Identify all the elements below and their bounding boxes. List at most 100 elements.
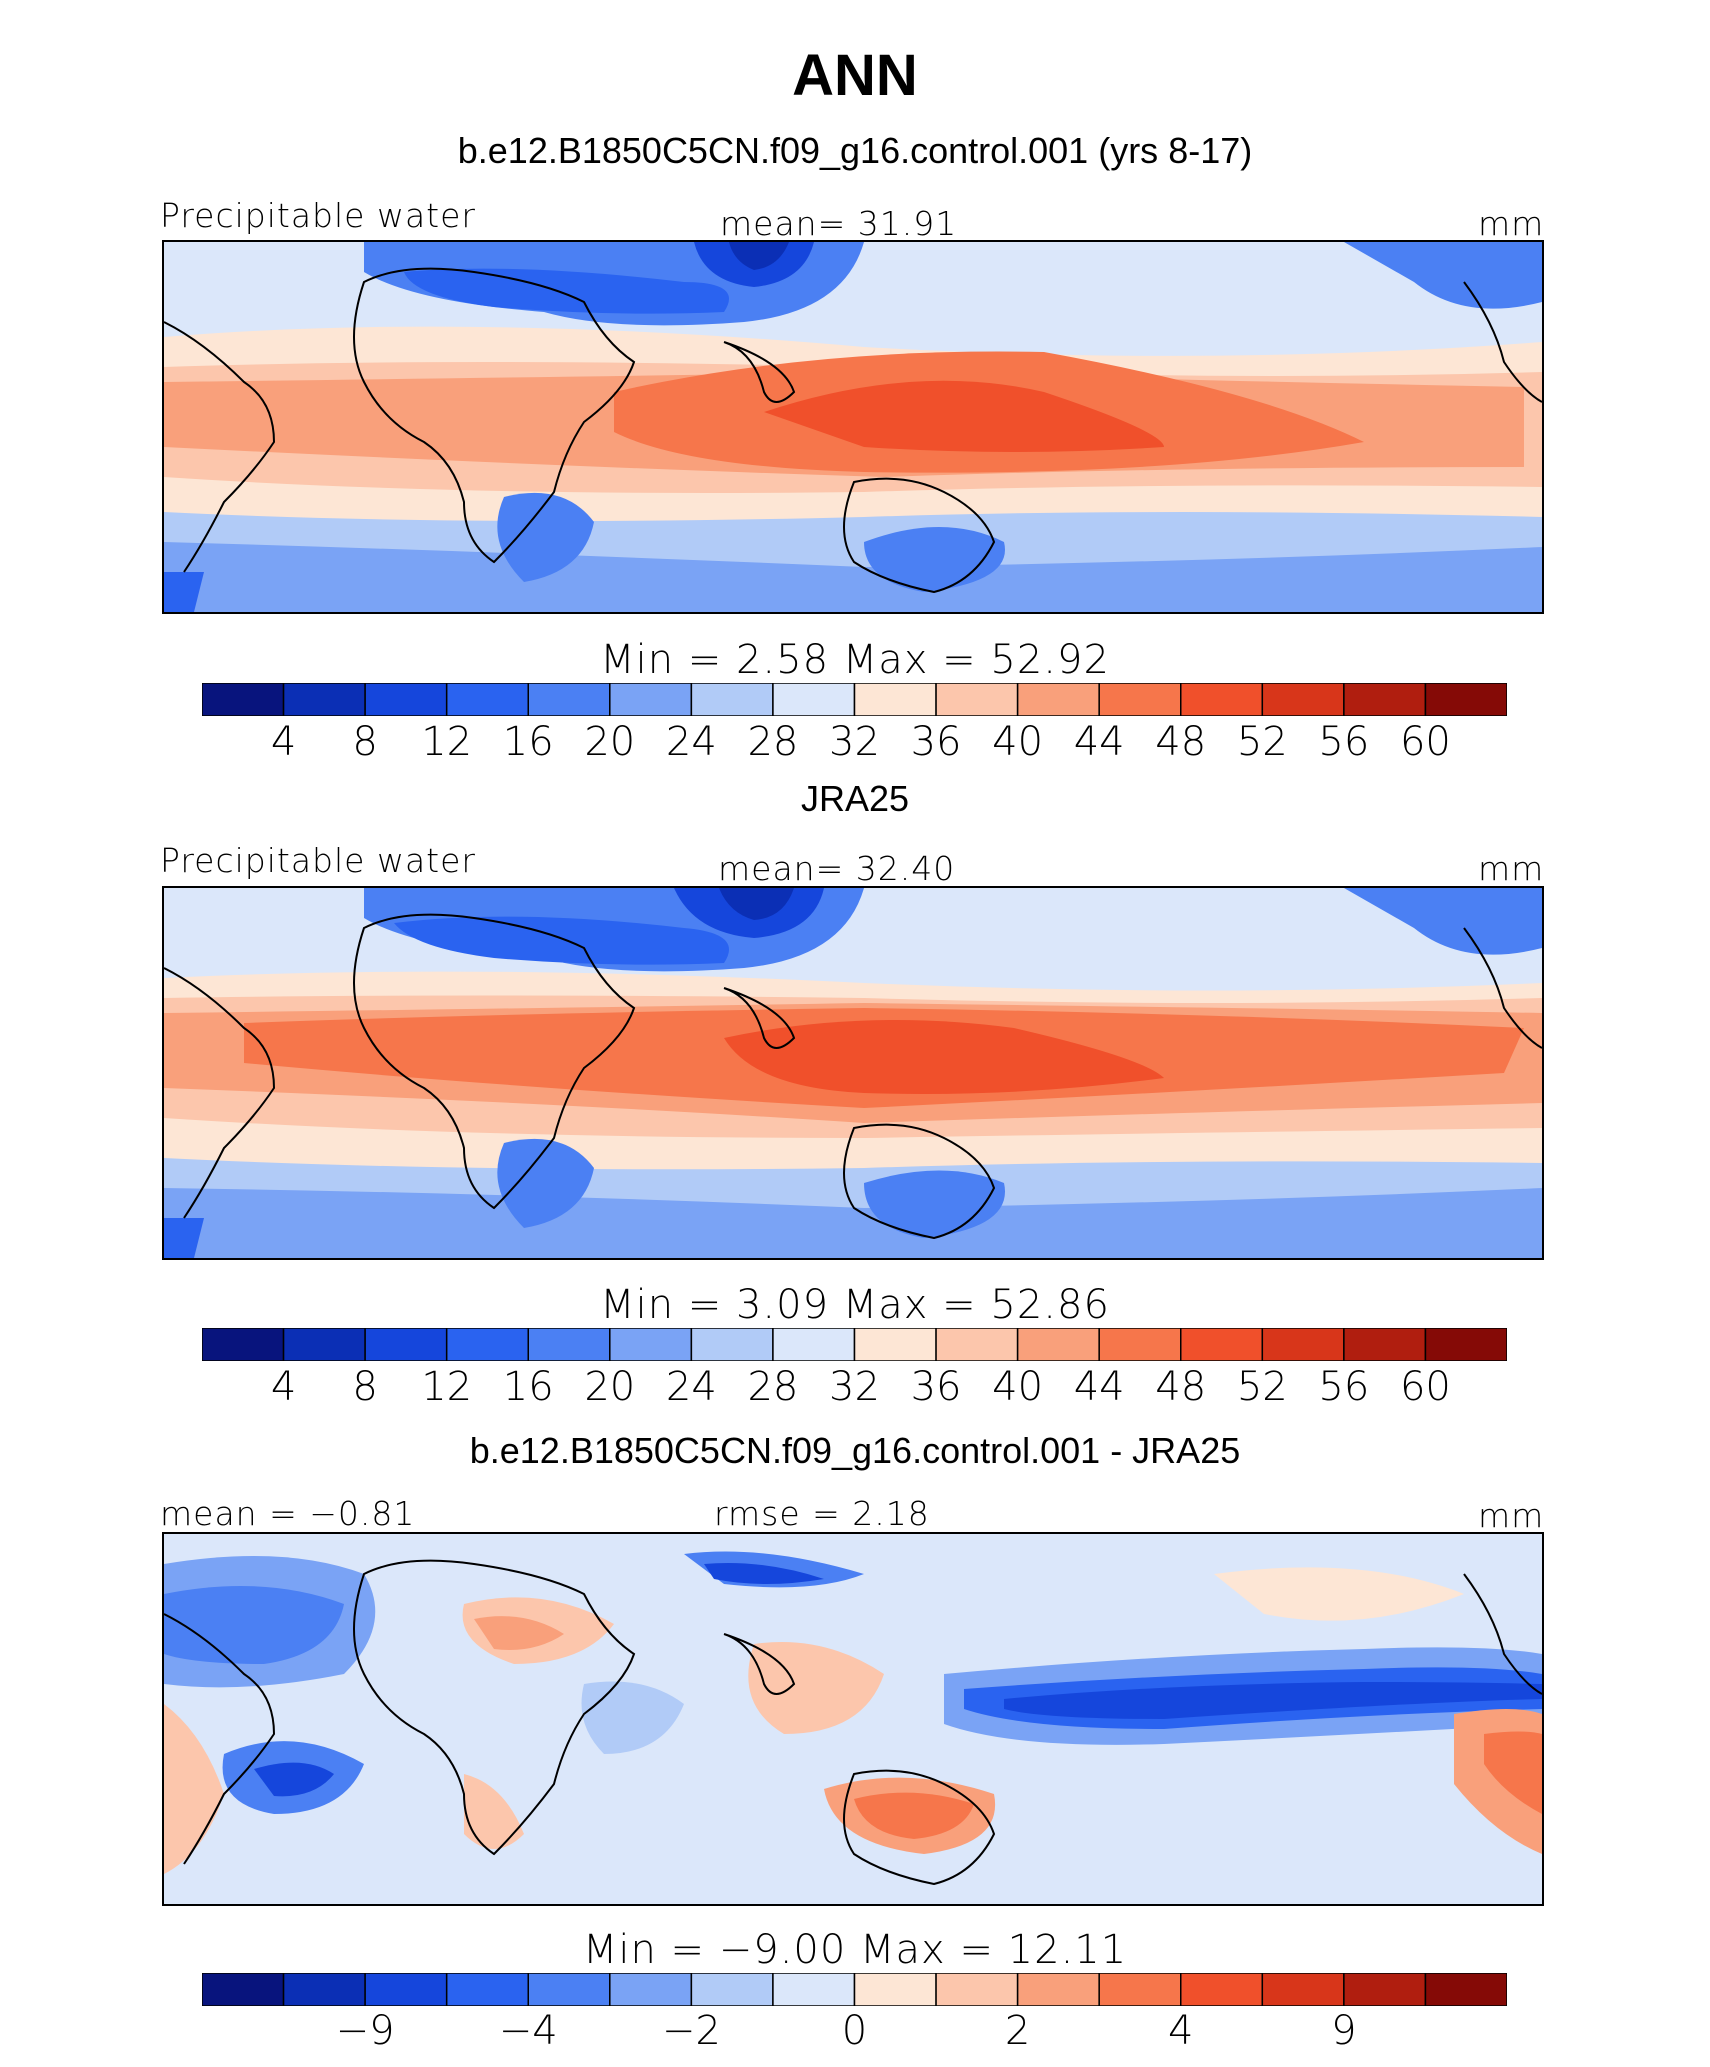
- colorbar-tick-label: 9: [1331, 2008, 1357, 2054]
- panel-3-units-label: mm: [1478, 1496, 1545, 1535]
- colorbar-swatch: [1016, 1973, 1100, 2006]
- colorbar-swatch: [690, 1973, 774, 2006]
- colorbar-tick-label: 4: [1168, 2008, 1194, 2054]
- colorbar-tick-label: 2: [1004, 2008, 1031, 2054]
- panel-3-rmse-label: rmse = 2.18: [714, 1494, 930, 1533]
- panel-1-minmax: Min = 2.58 Max = 52.92: [600, 637, 1110, 683]
- colorbar-tick-label: 20: [584, 1364, 636, 1410]
- panel-2-contour-field: [164, 888, 1542, 1258]
- colorbar-swatch: [772, 1328, 856, 1361]
- colorbar-swatch: [202, 1973, 285, 2006]
- panel-2-left-label: Precipitable water: [160, 841, 476, 880]
- colorbar-swatch: [1098, 1973, 1182, 2006]
- colorbar-swatch: [1180, 1973, 1264, 2006]
- panel-2-units-label: mm: [1478, 849, 1545, 888]
- colorbar-swatch: [1343, 1328, 1427, 1361]
- colorbar-tick-label: 52: [1236, 719, 1288, 765]
- colorbar-tick-label: −9: [335, 2008, 395, 2054]
- panel-1-contour-field: [164, 242, 1542, 612]
- panel-2-map: [162, 886, 1544, 1260]
- colorbar-swatch: [1261, 1328, 1345, 1361]
- panel-3-minmax: Min = −9.00 Max = 12.11: [582, 1927, 1128, 1973]
- colorbar-tick-label: 28: [747, 719, 799, 765]
- colorbar-swatch: [202, 1328, 285, 1361]
- colorbar-swatch: [1016, 683, 1100, 716]
- panel-1-colorbar-ticks: 4 8 12 16 20 24 28 32 36 40 44 48 52 56 60: [202, 719, 1507, 767]
- colorbar-swatch: [690, 683, 774, 716]
- panel-1-left-label: Precipitable water: [160, 196, 476, 235]
- colorbar-swatch: [853, 683, 937, 716]
- colorbar-tick-label: 36: [910, 1364, 962, 1410]
- colorbar-swatch: [1343, 1973, 1427, 2006]
- colorbar-tick-label: 4: [270, 1364, 297, 1410]
- panel-3-title: b.e12.B1850C5CN.f09_g16.control.001 - JR…: [469, 1430, 1241, 1471]
- colorbar-swatch: [1180, 1328, 1264, 1361]
- colorbar-tick-label: 16: [502, 719, 554, 765]
- colorbar-swatch: [445, 683, 529, 716]
- panel-1-colorbar: [202, 683, 1507, 716]
- colorbar-swatch: [1098, 1328, 1182, 1361]
- colorbar-tick-label: 20: [584, 719, 636, 765]
- colorbar-swatch: [364, 683, 448, 716]
- colorbar-tick-label: 0: [841, 2008, 868, 2054]
- panel-2-title: JRA25: [800, 778, 910, 819]
- colorbar-swatch: [609, 683, 693, 716]
- colorbar-tick-label: 56: [1318, 1364, 1370, 1410]
- panel-3-contour-field: [164, 1534, 1542, 1904]
- colorbar-swatch: [853, 1973, 937, 2006]
- colorbar-swatch: [1261, 1973, 1345, 2006]
- panel-1-title: b.e12.B1850C5CN.f09_g16.control.001 (yrs…: [457, 130, 1253, 171]
- colorbar-swatch: [445, 1973, 529, 2006]
- colorbar-tick-label: 44: [1073, 719, 1125, 765]
- colorbar-swatch: [527, 683, 611, 716]
- colorbar-swatch: [282, 1973, 366, 2006]
- colorbar-swatch: [1180, 683, 1264, 716]
- colorbar-tick-label: 52: [1236, 1364, 1288, 1410]
- colorbar-tick-label: −2: [661, 2008, 721, 2054]
- colorbar-swatch: [282, 1328, 366, 1361]
- colorbar-tick-label: 24: [665, 719, 717, 765]
- colorbar-swatch: [772, 683, 856, 716]
- colorbar-tick-label: 32: [829, 1364, 880, 1410]
- figure-title: ANN: [792, 43, 918, 108]
- colorbar-tick-label: 12: [421, 719, 473, 765]
- panel-2-colorbar-ticks: 4 8 12 16 20 24 28 32 36 40 44 48 52 56 60: [202, 1364, 1507, 1412]
- colorbar-tick-label: 16: [502, 1364, 554, 1410]
- colorbar-swatch: [364, 1973, 448, 2006]
- colorbar-swatch: [1261, 683, 1345, 716]
- panel-3-colorbar: [202, 1973, 1507, 2006]
- colorbar-swatch: [690, 1328, 774, 1361]
- colorbar-tick-label: 60: [1399, 1364, 1451, 1410]
- colorbar-swatch: [527, 1973, 611, 2006]
- colorbar-tick-label: 44: [1073, 1364, 1125, 1410]
- colorbar-tick-label: 8: [352, 719, 378, 765]
- colorbar-swatch: [282, 683, 366, 716]
- colorbar-swatch: [935, 1328, 1019, 1361]
- colorbar-swatch: [202, 683, 285, 716]
- colorbar-tick-label: 24: [665, 1364, 717, 1410]
- colorbar-tick-label: 56: [1318, 719, 1370, 765]
- colorbar-swatch: [1098, 683, 1182, 716]
- colorbar-swatch: [935, 1973, 1019, 2006]
- colorbar-swatch: [1016, 1328, 1100, 1361]
- colorbar-tick-label: 8: [352, 1364, 378, 1410]
- colorbar-swatch: [935, 683, 1019, 716]
- colorbar-tick-label: 28: [747, 1364, 799, 1410]
- colorbar-swatch: [609, 1973, 693, 2006]
- colorbar-tick-label: 48: [1155, 1364, 1207, 1410]
- colorbar-swatch: [609, 1328, 693, 1361]
- panel-3-colorbar-ticks: −9 −4 −2 0 2 4 9: [202, 2008, 1507, 2056]
- colorbar-swatch: [527, 1328, 611, 1361]
- colorbar-swatch: [1424, 1973, 1507, 2006]
- panel-2-colorbar: [202, 1328, 1507, 1361]
- panel-3-mean-label: mean = −0.81: [160, 1494, 416, 1533]
- colorbar-tick-label: −4: [498, 2008, 558, 2054]
- colorbar-tick-label: 12: [421, 1364, 473, 1410]
- colorbar-tick-label: 40: [992, 1364, 1044, 1410]
- panel-2-mean-label: mean= 32.40: [718, 849, 956, 888]
- panel-2-minmax: Min = 3.09 Max = 52.86: [600, 1282, 1110, 1328]
- colorbar-swatch: [772, 1973, 856, 2006]
- panel-1-map: [162, 240, 1544, 614]
- panel-1-mean-label: mean= 31.91: [720, 204, 958, 243]
- panel-1-units-label: mm: [1478, 204, 1545, 243]
